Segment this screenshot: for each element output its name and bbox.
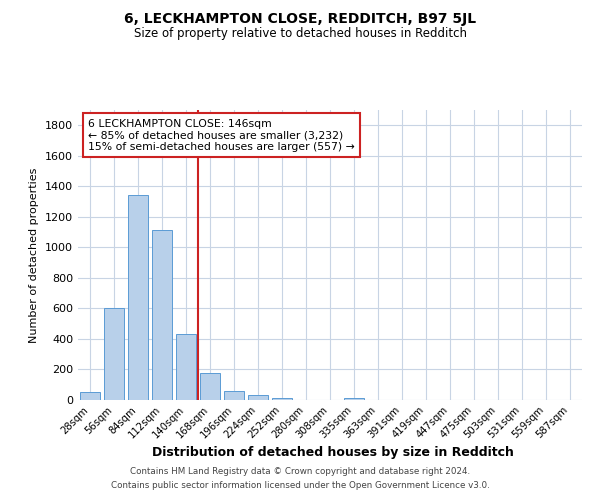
Bar	[176, 334, 196, 400]
Bar	[224, 391, 244, 400]
Bar	[272, 398, 292, 400]
Bar	[128, 196, 148, 400]
Text: Size of property relative to detached houses in Redditch: Size of property relative to detached ho…	[133, 28, 467, 40]
Y-axis label: Number of detached properties: Number of detached properties	[29, 168, 40, 342]
Text: Contains public sector information licensed under the Open Government Licence v3: Contains public sector information licen…	[110, 481, 490, 490]
Text: Distribution of detached houses by size in Redditch: Distribution of detached houses by size …	[152, 446, 514, 459]
Text: 6, LECKHAMPTON CLOSE, REDDITCH, B97 5JL: 6, LECKHAMPTON CLOSE, REDDITCH, B97 5JL	[124, 12, 476, 26]
Text: Contains HM Land Registry data © Crown copyright and database right 2024.: Contains HM Land Registry data © Crown c…	[130, 467, 470, 476]
Bar	[200, 374, 220, 400]
Bar	[344, 398, 364, 400]
Bar	[248, 394, 268, 400]
Text: 6 LECKHAMPTON CLOSE: 146sqm
← 85% of detached houses are smaller (3,232)
15% of : 6 LECKHAMPTON CLOSE: 146sqm ← 85% of det…	[88, 118, 355, 152]
Bar	[80, 392, 100, 400]
Bar	[104, 308, 124, 400]
Bar	[152, 230, 172, 400]
